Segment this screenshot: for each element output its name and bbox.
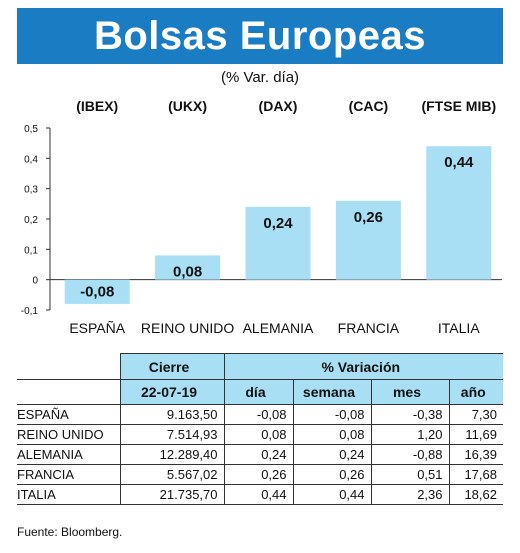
header-variacion: % Variación bbox=[223, 353, 503, 380]
row-mes: 0,51 bbox=[370, 464, 449, 485]
header-blank-2 bbox=[17, 379, 120, 405]
table-row: ESPAÑA 9.163,50 -0,08 -0,08 -0,38 7,30 bbox=[17, 404, 503, 425]
row-dia: -0,08 bbox=[223, 404, 293, 425]
bar-chart: 0,5 0,4 0,3 0,2 0,1 0 -0,1 (IBEX) -0,08 ESPAÑA (UK… bbox=[21, 98, 502, 336]
row-dia: 0,26 bbox=[223, 464, 293, 485]
row-name: REINO UNIDO bbox=[17, 424, 120, 445]
index-label: (IBEX) bbox=[76, 98, 118, 114]
y-tick-label: -0,1 bbox=[21, 306, 39, 317]
y-tick-label: 0 bbox=[32, 276, 38, 287]
header-mes: mes bbox=[370, 379, 449, 405]
row-cierre: 12.289,40 bbox=[119, 444, 224, 465]
y-tick-label: 0,3 bbox=[24, 185, 38, 196]
y-tick-label: 0,1 bbox=[24, 245, 38, 256]
row-semana: 0,44 bbox=[292, 484, 371, 505]
category-label: ESPAÑA bbox=[69, 320, 125, 336]
row-ano: 17,68 bbox=[448, 464, 503, 485]
table-row: ALEMANIA 12.289,40 0,24 0,24 -0,88 16,39 bbox=[17, 444, 503, 465]
row-mes: -0,88 bbox=[370, 444, 449, 465]
row-dia: 0,08 bbox=[223, 424, 293, 445]
table-row: REINO UNIDO 7.514,93 0,08 0,08 1,20 11,6… bbox=[17, 424, 503, 445]
row-name: FRANCIA bbox=[17, 464, 120, 485]
header-cierre: Cierre bbox=[119, 353, 224, 380]
row-semana: 0,08 bbox=[292, 424, 371, 445]
quotes-table: Cierre % Variación 22-07-19 día semana m… bbox=[17, 353, 503, 505]
y-tick-label: 0,5 bbox=[24, 124, 38, 135]
row-cierre: 7.514,93 bbox=[119, 424, 224, 445]
header-semana: semana bbox=[292, 379, 371, 405]
category-label: ITALIA bbox=[438, 320, 480, 336]
quotes-table-container: Cierre % Variación 22-07-19 día semana m… bbox=[17, 353, 503, 505]
row-ano: 18,62 bbox=[448, 484, 503, 505]
header-date: 22-07-19 bbox=[119, 379, 224, 405]
bar-value-label: -0,08 bbox=[80, 284, 114, 301]
page-title: Bolsas Europeas bbox=[93, 13, 427, 58]
index-label: (UKX) bbox=[168, 98, 207, 114]
bar bbox=[335, 200, 401, 280]
chart-subtitle: (% Var. día) bbox=[220, 69, 300, 86]
row-mes: 1,20 bbox=[370, 424, 449, 445]
row-name: ALEMANIA bbox=[17, 444, 120, 465]
category-label: REINO UNIDO bbox=[141, 320, 234, 336]
source-note: Fuente: Bloomberg. bbox=[17, 525, 123, 539]
header-ano: año bbox=[448, 379, 503, 405]
bar-value-label: 0,08 bbox=[173, 263, 202, 280]
index-label: (CAC) bbox=[349, 98, 389, 114]
category-label: FRANCIA bbox=[338, 320, 400, 336]
bar bbox=[64, 279, 130, 304]
row-cierre: 21.735,70 bbox=[119, 484, 224, 505]
index-label: (DAX) bbox=[259, 98, 298, 114]
row-semana: 0,24 bbox=[292, 444, 371, 465]
row-mes: 2,36 bbox=[370, 484, 449, 505]
row-cierre: 5.567,02 bbox=[119, 464, 224, 485]
y-tick-label: 0,4 bbox=[24, 154, 38, 165]
bar-value-label: 0,44 bbox=[444, 154, 474, 171]
header-dia: día bbox=[223, 379, 293, 405]
bar bbox=[426, 146, 492, 280]
row-name: ITALIA bbox=[17, 484, 120, 505]
bar bbox=[245, 206, 311, 280]
row-dia: 0,24 bbox=[223, 444, 293, 465]
row-ano: 7,30 bbox=[448, 404, 503, 425]
row-dia: 0,44 bbox=[223, 484, 293, 505]
row-ano: 11,69 bbox=[448, 424, 503, 445]
row-name: ESPAÑA bbox=[17, 404, 120, 425]
row-mes: -0,38 bbox=[370, 404, 449, 425]
table-sub-header: 22-07-19 día semana mes año bbox=[17, 379, 503, 405]
row-semana: -0,08 bbox=[292, 404, 371, 425]
bar bbox=[155, 255, 221, 280]
category-label: ALEMANIA bbox=[243, 320, 314, 336]
y-tick-label: 0,2 bbox=[24, 215, 38, 226]
table-row: ITALIA 21.735,70 0,44 0,44 2,36 18,62 bbox=[17, 484, 503, 505]
bar-value-label: 0,24 bbox=[263, 215, 293, 232]
table-group-header: Cierre % Variación bbox=[17, 353, 503, 380]
index-label: (FTSE MIB) bbox=[421, 98, 496, 114]
row-ano: 16,39 bbox=[448, 444, 503, 465]
bar-value-label: 0,26 bbox=[354, 209, 383, 226]
row-cierre: 9.163,50 bbox=[119, 404, 224, 425]
table-row: FRANCIA 5.567,02 0,26 0,26 0,51 17,68 bbox=[17, 464, 503, 485]
title-banner: Bolsas Europeas bbox=[17, 8, 503, 64]
header-blank bbox=[17, 353, 120, 380]
row-semana: 0,26 bbox=[292, 464, 371, 485]
